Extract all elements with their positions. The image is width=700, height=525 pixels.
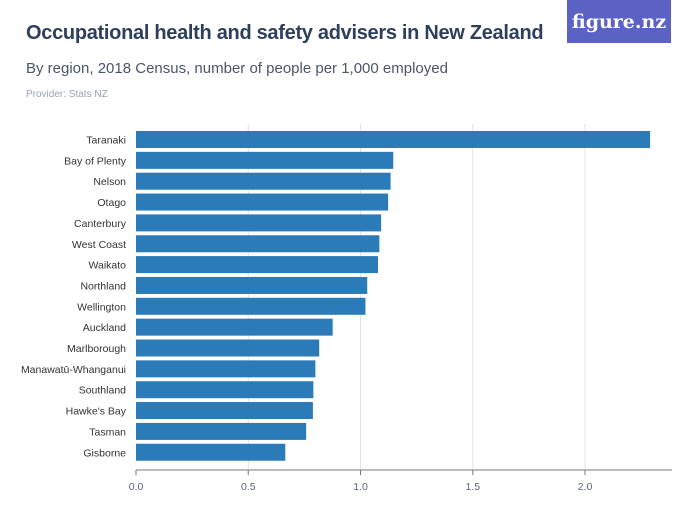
x-tick-label: 0.0 xyxy=(129,481,144,493)
category-label: Bay of Plenty xyxy=(64,155,127,167)
bar xyxy=(136,422,307,440)
category-label: Manawatū-Whanganui xyxy=(21,364,126,376)
bar xyxy=(136,297,366,315)
bar xyxy=(136,172,391,190)
category-label: Nelson xyxy=(93,176,126,188)
bar xyxy=(136,235,380,253)
category-label: Taranaki xyxy=(86,135,126,147)
category-label: Auckland xyxy=(83,322,126,334)
bar xyxy=(136,193,389,211)
bar xyxy=(136,318,333,336)
bar xyxy=(136,131,651,148)
x-tick-label: 1.0 xyxy=(353,481,368,493)
category-label: Canterbury xyxy=(74,218,127,230)
category-label: Northland xyxy=(80,280,126,292)
category-label: Waikato xyxy=(88,260,126,272)
x-tick-label: 0.5 xyxy=(241,481,256,493)
x-tick-label: 1.5 xyxy=(465,481,480,493)
bar xyxy=(136,381,314,399)
bar xyxy=(136,256,379,274)
chart-subtitle: By region, 2018 Census, number of people… xyxy=(26,60,448,77)
bar xyxy=(136,339,320,357)
category-label: West Coast xyxy=(72,239,126,251)
bar xyxy=(136,276,368,294)
category-label: Tasman xyxy=(89,426,126,438)
x-tick-label: 2.0 xyxy=(578,481,593,493)
category-label: Gisborne xyxy=(83,447,126,459)
category-label: Hawke's Bay xyxy=(66,406,127,418)
category-label: Otago xyxy=(97,197,126,209)
bar xyxy=(136,402,313,420)
bar xyxy=(136,360,316,378)
provider-label: Provider: Stats NZ xyxy=(26,89,108,100)
category-label: Southland xyxy=(79,385,126,397)
chart-title: Occupational health and safety advisers … xyxy=(26,22,544,44)
bar xyxy=(136,214,382,232)
category-label: Wellington xyxy=(77,301,126,313)
category-label: Marlborough xyxy=(67,343,126,355)
figure-nz-logo[interactable]: figure.nz xyxy=(567,0,671,43)
bar xyxy=(136,443,286,461)
bar xyxy=(136,151,394,169)
